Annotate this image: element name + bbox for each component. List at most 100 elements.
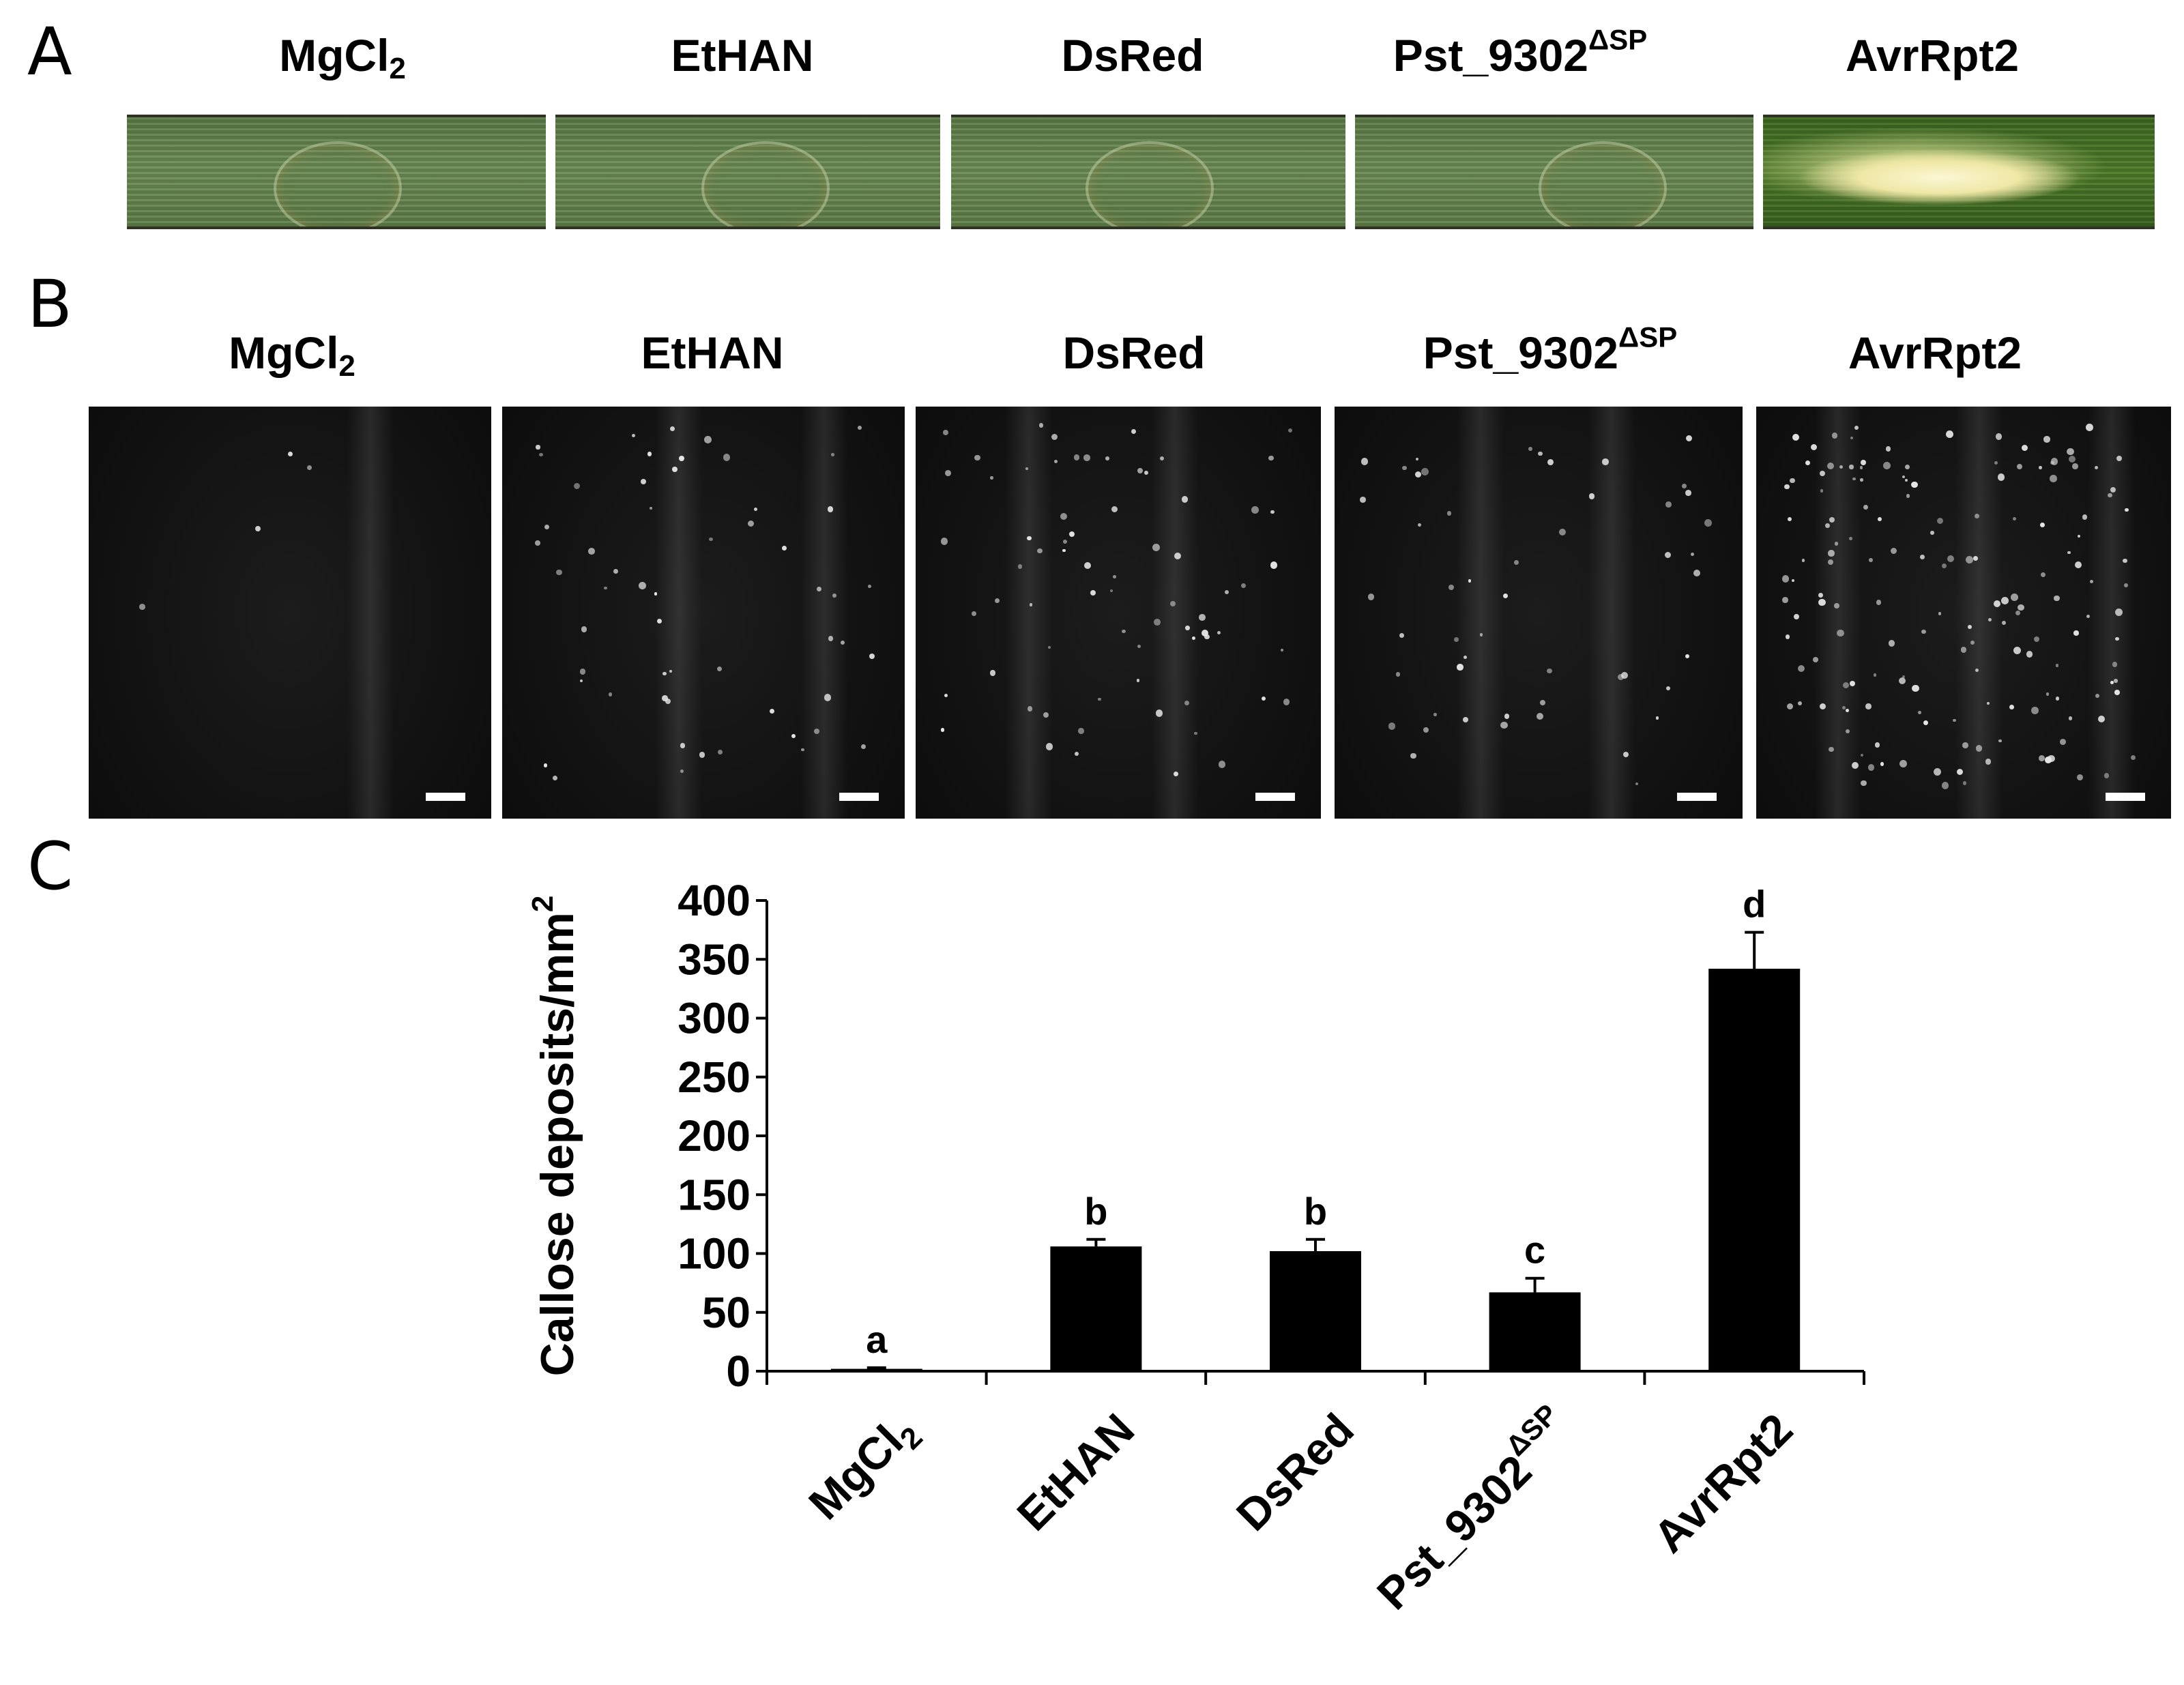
micrograph-mgcl2 [89,407,491,819]
callose-deposit-dot [1860,478,1863,482]
callose-deposit-dot [1137,468,1144,473]
callose-deposit-dot [2009,704,2015,710]
callose-deposit-dot [1463,656,1467,660]
callose-deposit-dot [1240,583,1247,588]
callose-deposit-dot [1933,768,1941,776]
callose-deposit-dot [1170,601,1176,607]
callose-deposit-dot [1962,781,1967,785]
callose-deposit-dot [974,455,980,461]
callose-deposit-dot [1536,712,1543,720]
callose-deposit-dot [1457,664,1464,671]
callose-deposit-dot [2067,448,2074,455]
callose-deposit-dot [1025,467,1029,471]
callose-deposit-dot [1109,589,1113,592]
callose-deposit-dot [1818,598,1826,606]
callose-deposit-dot [552,776,557,781]
callose-deposit-dot [1054,460,1058,464]
callose-deposit-dot [1905,464,1910,469]
bar [1708,969,1801,1371]
micrograph-pst9302 [1335,407,1743,819]
panel-b-label-ethan: EtHAN [641,327,784,378]
significance-letter: b [1304,1190,1327,1233]
callose-deposit-dot [1281,649,1284,652]
callose-deposit-dot [723,454,731,461]
callose-deposit-dot [2077,774,2083,780]
callose-deposit-dot [1974,513,1979,518]
callose-deposit-dot [1399,632,1404,638]
callose-deposit-dot [1283,699,1290,706]
callose-deposit-dot [1360,458,1369,465]
callose-deposit-dot [2086,424,2094,431]
callose-deposit-dot [1037,548,1043,554]
callose-deposit-dot [649,506,653,510]
callose-deposit-dot [1960,647,1967,653]
callose-deposit-dot [2130,754,2136,761]
callose-deposit-dot [1479,633,1483,636]
callose-deposit-dot [1861,459,1866,465]
callose-deposit-dot [1798,665,1805,673]
callose-deposit-dot [2115,636,2119,641]
callose-deposit-dot [1904,478,1908,482]
callose-deposit-dot [587,548,595,555]
micrograph-ethan [502,407,905,819]
callose-deposit-dot [2010,594,2018,602]
callose-deposit-dot [1635,782,1639,786]
callose-deposit-dot [603,586,607,590]
callose-deposit-dot [2039,466,2042,469]
callose-deposit-dot [704,435,712,443]
callose-deposit-dot [2123,583,2128,588]
callose-deposit-dot [1704,518,1712,527]
callose-deposit-dot [2054,595,2061,602]
callose-deposit-dot [1818,592,1824,598]
leaf-image-avrrpt2 [1763,115,2155,229]
y-tick-label: 50 [702,1288,751,1337]
callose-deposit-dot [2068,716,2073,721]
callose-deposit-dot [1017,564,1023,570]
callose-deposit-dot [857,425,862,430]
callose-deposit-dot [1878,516,1882,521]
callose-deposit-dot [2073,630,2079,636]
callose-deposit-dot [1029,603,1033,606]
callose-deposit-dot [1622,751,1629,757]
significance-letter: c [1524,1229,1545,1272]
callose-deposit-dot [2039,522,2045,527]
callose-deposit-dot [579,679,583,683]
callose-deposit-dot [1682,484,1687,489]
callose-deposit-dot [1890,548,1897,555]
callose-deposit-dot [1912,684,1920,692]
callose-deposit-dot [1665,686,1671,691]
callose-deposit-dot [1873,673,1877,677]
callose-deposit-dot [2103,773,2110,779]
callose-deposit-dot [2125,508,2129,512]
callose-deposit-dot [1433,713,1437,716]
callose-deposit-dot [1131,429,1137,435]
micrograph-avrrpt2 [1756,407,2171,819]
callose-deposit-dot [656,619,662,624]
callose-deposit-dot [782,545,787,551]
callose-deposit-dot [1137,644,1141,649]
callose-deposit-dot [1287,428,1292,433]
leaf-vein [1587,407,1635,819]
callose-deposit-dot [1947,555,1954,563]
callose-deposit-dot [1851,761,1859,769]
panel-a-label-pst9302: Pst_9302ΔSP [1393,23,1648,80]
callose-deposit-dot [1690,552,1695,557]
callose-deposit-dot [1217,630,1221,634]
callose-deposit-dot [1906,494,1910,498]
callose-deposit-dot [2067,551,2071,555]
scale-bar [1677,793,1717,801]
callose-deposit-dot [1199,614,1206,621]
callose-deposit-dot [641,478,646,484]
callose-deposit-dot [1045,743,1053,751]
callose-deposit-dot [1051,433,1058,440]
callose-deposit-dot [1861,780,1867,787]
callose-deposit-dot [2016,463,2022,469]
callose-deposit-dot [2031,707,2039,714]
y-tick-label: 200 [678,1111,751,1160]
callose-deposit-dot [1588,493,1595,499]
callose-deposit-dot [1837,629,1844,637]
callose-deposit-dot [747,520,754,527]
callose-deposit-dot [1782,597,1788,603]
callose-deposit-dot [1994,461,1998,465]
callose-deposit-dot [1251,506,1259,514]
